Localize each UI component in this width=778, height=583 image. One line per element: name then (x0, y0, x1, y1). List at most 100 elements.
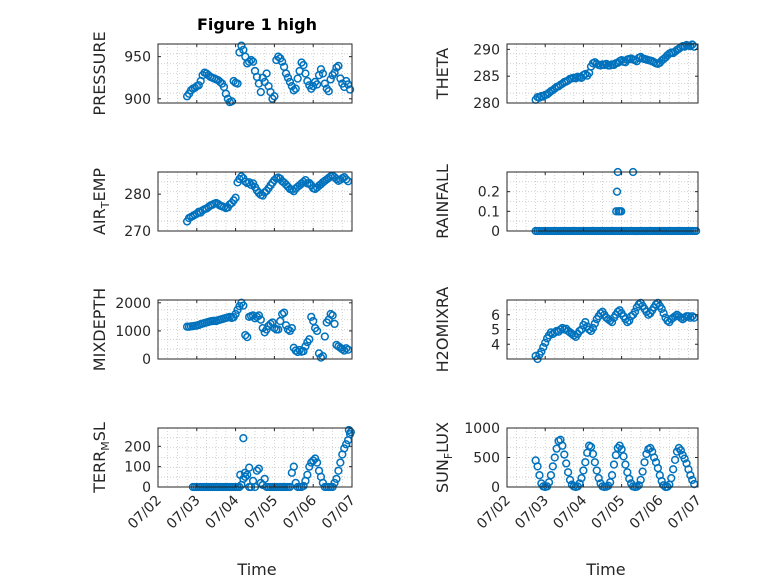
data-point (318, 69, 328, 78)
data-point (579, 466, 588, 475)
y-tick-label: 280 (124, 187, 151, 203)
data-point (305, 462, 314, 471)
data-point (330, 478, 339, 488)
data-point (237, 41, 246, 50)
data-point (686, 313, 695, 322)
data-point (584, 325, 594, 334)
data-point (231, 309, 240, 319)
data-point (324, 87, 333, 96)
data-point (563, 468, 573, 477)
data-point (243, 332, 252, 342)
data-point (260, 474, 269, 484)
data-point (231, 193, 240, 202)
data-point (657, 476, 666, 486)
data-point (274, 325, 283, 334)
data-point (279, 308, 289, 317)
sun-flux-grid (506, 427, 699, 488)
data-point (575, 326, 584, 336)
data-point (252, 466, 262, 475)
data-point (293, 74, 302, 83)
y-tick-label: 0.2 (478, 185, 500, 201)
subplot-h2omixra: 456 H2OMIXRA (433, 287, 699, 372)
y-tick-label: 200 (124, 439, 151, 455)
data-point (241, 472, 250, 481)
data-point (248, 57, 258, 66)
data-point (307, 312, 316, 322)
data-point (237, 172, 246, 181)
data-point (688, 312, 697, 321)
mixdepth-y-label: MIXDEPTH (90, 288, 109, 371)
y-tick-label: 100 (124, 460, 151, 476)
data-point (550, 453, 559, 462)
y-tick-label: 1000 (464, 421, 500, 437)
data-point (299, 481, 308, 491)
data-point (241, 330, 250, 340)
mixdepth-axes-box (157, 299, 353, 360)
data-point (239, 301, 248, 310)
terr-msl-series (188, 425, 355, 492)
data-point (676, 313, 685, 322)
data-point (254, 464, 264, 473)
figure-title: Figure 1 high (197, 15, 317, 34)
data-point (262, 69, 271, 78)
data-point (328, 311, 337, 320)
data-point (301, 342, 310, 351)
data-point (289, 86, 298, 95)
data-point (303, 76, 312, 86)
theta-axes-box (506, 43, 699, 104)
data-point (285, 77, 295, 87)
x-axis-label-left: Time (236, 560, 276, 579)
data-point (256, 87, 265, 97)
data-point (287, 323, 297, 333)
data-point (588, 323, 598, 333)
data-point (638, 467, 647, 476)
data-point (539, 343, 548, 352)
data-point (533, 462, 542, 471)
data-point (291, 346, 300, 355)
data-point (546, 328, 556, 337)
terr-msl-axes-box (157, 427, 353, 488)
data-point (544, 478, 554, 487)
data-point (686, 471, 695, 480)
data-point (625, 474, 634, 483)
data-point (676, 446, 685, 455)
data-point (542, 482, 552, 491)
data-point (299, 346, 308, 356)
data-point (332, 474, 341, 484)
y-tick-label: 285 (473, 69, 500, 85)
x-tick-label: 07/05 (589, 493, 629, 533)
data-point (293, 347, 302, 357)
data-point (634, 300, 643, 309)
data-point (318, 352, 328, 361)
data-point (686, 41, 695, 51)
subplot-pressure: 900 950 PRESSURE (90, 31, 355, 116)
data-point (590, 319, 600, 328)
data-point (281, 69, 291, 78)
data-point (215, 77, 225, 87)
data-point (332, 63, 341, 72)
data-point (305, 178, 314, 188)
sun-flux-series (531, 435, 699, 492)
subplot-air-temp: 270 280 AIRTEMP (90, 168, 353, 240)
rainfall-grid (506, 171, 699, 232)
data-point (270, 92, 279, 101)
data-point (254, 311, 264, 320)
data-point (310, 454, 320, 463)
x-tick-label: 07/04 (550, 492, 590, 532)
y-tick-label: 280 (473, 96, 500, 112)
data-point (338, 345, 347, 354)
data-point (278, 309, 287, 319)
data-point (571, 74, 580, 83)
pressure-series (182, 41, 355, 107)
data-point (336, 458, 345, 467)
mixdepth-series (182, 298, 353, 362)
data-point (684, 312, 693, 321)
data-point (680, 42, 689, 51)
x-tick-label: 07/02 (125, 493, 165, 533)
data-point (239, 434, 248, 443)
air-temp-y-label: AIRTEMP (90, 168, 112, 235)
rainfall-y-label: RAINFALL (433, 164, 452, 239)
data-point (309, 81, 318, 91)
data-point (291, 84, 300, 93)
